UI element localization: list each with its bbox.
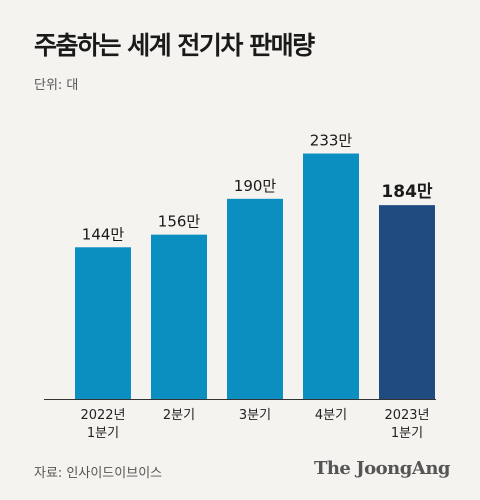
tick-label-0-1: 1분기	[87, 426, 119, 441]
brand-logo: The JoongAng	[313, 458, 451, 479]
tick-label-3-0: 4분기	[315, 408, 347, 423]
data-label-3: 233만	[310, 132, 353, 150]
bar-1	[151, 234, 207, 399]
data-label-4: 184만	[381, 182, 432, 202]
tick-label-0-0: 2022년	[80, 408, 125, 423]
bar-4	[379, 205, 435, 399]
chart-title: 주춤하는 세계 전기차 판매량	[34, 31, 315, 60]
data-label-0: 144만	[82, 225, 125, 243]
tick-label-4-1: 1분기	[391, 426, 423, 441]
data-label-2: 190만	[234, 177, 277, 195]
source-label: 자료: 인사이드이브이스	[34, 466, 163, 481]
bar-3	[303, 153, 359, 399]
bar-2	[227, 198, 283, 399]
tick-label-4-0: 2023년	[384, 408, 429, 423]
unit-label: 단위: 대	[34, 78, 79, 93]
tick-label-1-0: 2분기	[163, 408, 195, 423]
data-label-1: 156만	[158, 213, 201, 231]
tick-label-2-0: 3분기	[239, 408, 271, 423]
bar-0	[75, 247, 131, 399]
